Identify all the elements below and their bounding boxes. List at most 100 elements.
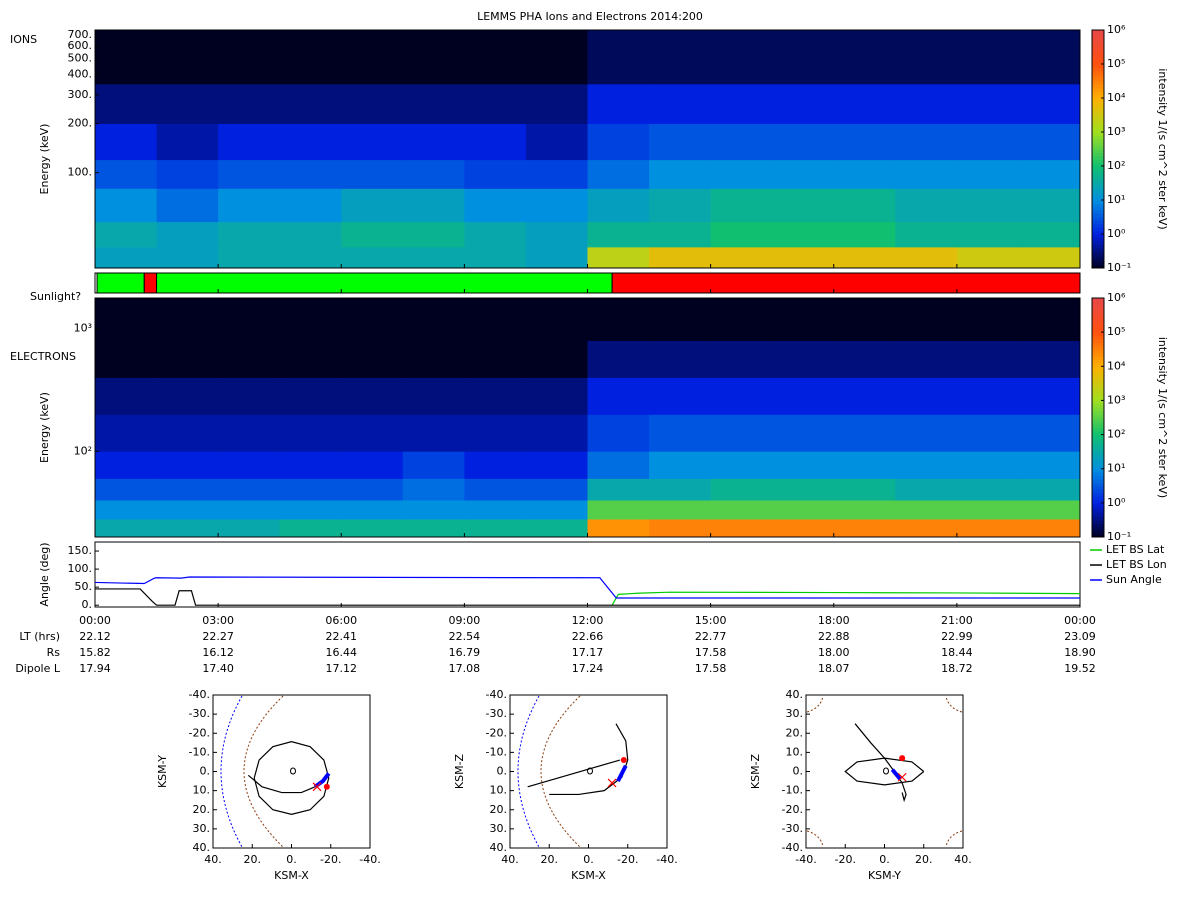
heatmap-cell [95,30,157,85]
heatmap-cell [895,159,958,189]
boundary [243,695,284,848]
legend-label: LET BS Lon [1106,558,1167,571]
y-tick-label: 40. [193,841,211,854]
heatmap-cell [218,30,281,85]
heatmap-cell [464,246,527,269]
colorbar-strip [1092,94,1104,99]
heatmap-cell [402,340,465,378]
heatmap-cell [1018,159,1081,189]
heatmap-cell [279,414,342,452]
heatmap-cell [156,451,219,479]
heatmap-cell [464,414,527,452]
colorbar-strip [1092,335,1104,340]
colorbar-strip [1092,400,1104,405]
colorbar-strip [1092,472,1104,477]
colorbar-strip [1092,189,1104,194]
colorbar-strip [1092,373,1104,378]
colorbar-strip [1092,325,1104,330]
heatmap-cell [772,221,835,248]
colorbar-strip [1092,30,1104,34]
boundary [540,695,581,848]
y-tick-label: 40. [490,841,508,854]
heatmap-cell [464,377,527,415]
heatmap-cell [1018,451,1081,479]
heatmap-cell [895,340,958,378]
colorbar-strip [1092,257,1104,262]
y-axis-label: Angle (deg) [38,542,51,606]
heatmap-cell [525,519,588,538]
heatmap-cell [279,340,342,378]
y-tick-label: -40. [782,841,803,854]
heatmap-cell [218,519,281,538]
colorbar-tick-label: 10⁰ [1107,227,1126,240]
y-tick-label: 100. [68,166,93,179]
y-tick-label: 150. [68,544,93,557]
heatmap-cell [95,377,157,415]
colorbar-strip [1092,217,1104,221]
colorbar-strip [1092,489,1104,494]
colorbar-strip [1092,135,1104,140]
heatmap-cell [525,340,588,378]
colorbar-strip [1092,166,1104,170]
heatmap-cell [833,123,896,161]
ephemeris-value: 22.54 [449,630,481,643]
colorbar-strip [1092,349,1104,354]
heatmap-cell [525,123,588,161]
x-tick-label: 40. [501,853,519,866]
colorbar-strip [1092,437,1104,442]
heatmap-cell [649,340,712,378]
y-tick-label: 200. [68,117,93,130]
heatmap-cell [710,519,773,538]
heatmap-cell [402,159,465,189]
colorbar-strip [1092,451,1104,456]
ephemeris-value: 18.72 [941,662,973,675]
heatmap-cell [956,298,1019,341]
colorbar-strip [1092,67,1104,72]
colorbar-strip [1092,111,1104,116]
heatmap-cell [772,246,835,269]
colorbar-strip [1092,523,1104,528]
heatmap-cell [279,246,342,269]
heatmap-cell [649,159,712,189]
heatmap-cell [464,30,527,85]
colorbar-strip [1092,101,1104,106]
heatmap-cell [464,500,527,520]
heatmap-cell [833,298,896,341]
heatmap-cell [1018,123,1081,161]
heatmap-cell [649,298,712,341]
colorbar-label: intensity 1/(s cm^2 ster keV) [1156,68,1169,229]
status-segment [143,272,158,294]
ephemeris-value: 17.24 [572,662,604,675]
heatmap-cell [464,123,527,161]
heatmap-cell [341,159,404,189]
x-tick-label: 20. [915,853,933,866]
heatmap-cell [218,123,281,161]
heatmap-cell [341,123,404,161]
x-tick-label: 40. [954,853,972,866]
colorbar-strip [1092,352,1104,357]
colorbar-strip [1092,183,1104,187]
heatmap-cell [525,451,588,479]
heatmap-cell [772,414,835,452]
y-tick-label: 500. [68,52,93,65]
colorbar-strip [1092,366,1104,371]
heatmap-cell [156,377,219,415]
colorbar-strip [1092,506,1104,511]
x-axis-label: KSM-Y [868,869,901,882]
heatmap-cell [649,478,712,501]
colorbar-strip [1092,475,1104,480]
colorbar-strip [1092,502,1104,507]
y-tick-label: 30. [490,822,508,835]
colorbar-strip [1092,465,1104,470]
heatmap-cell [895,83,958,124]
x-tick-label: 21:00 [941,614,973,627]
heatmap-cell [956,159,1019,189]
heatmap-cell [1018,414,1081,452]
heatmap-cell [710,377,773,415]
heatmap-cell [218,221,281,248]
heatmap-cell [772,159,835,189]
heatmap-cell [464,478,527,501]
colorbar-strip [1092,359,1104,364]
heatmap-cell [525,83,588,124]
page-title: LEMMS PHA Ions and Electrons 2014:200 [477,10,703,23]
